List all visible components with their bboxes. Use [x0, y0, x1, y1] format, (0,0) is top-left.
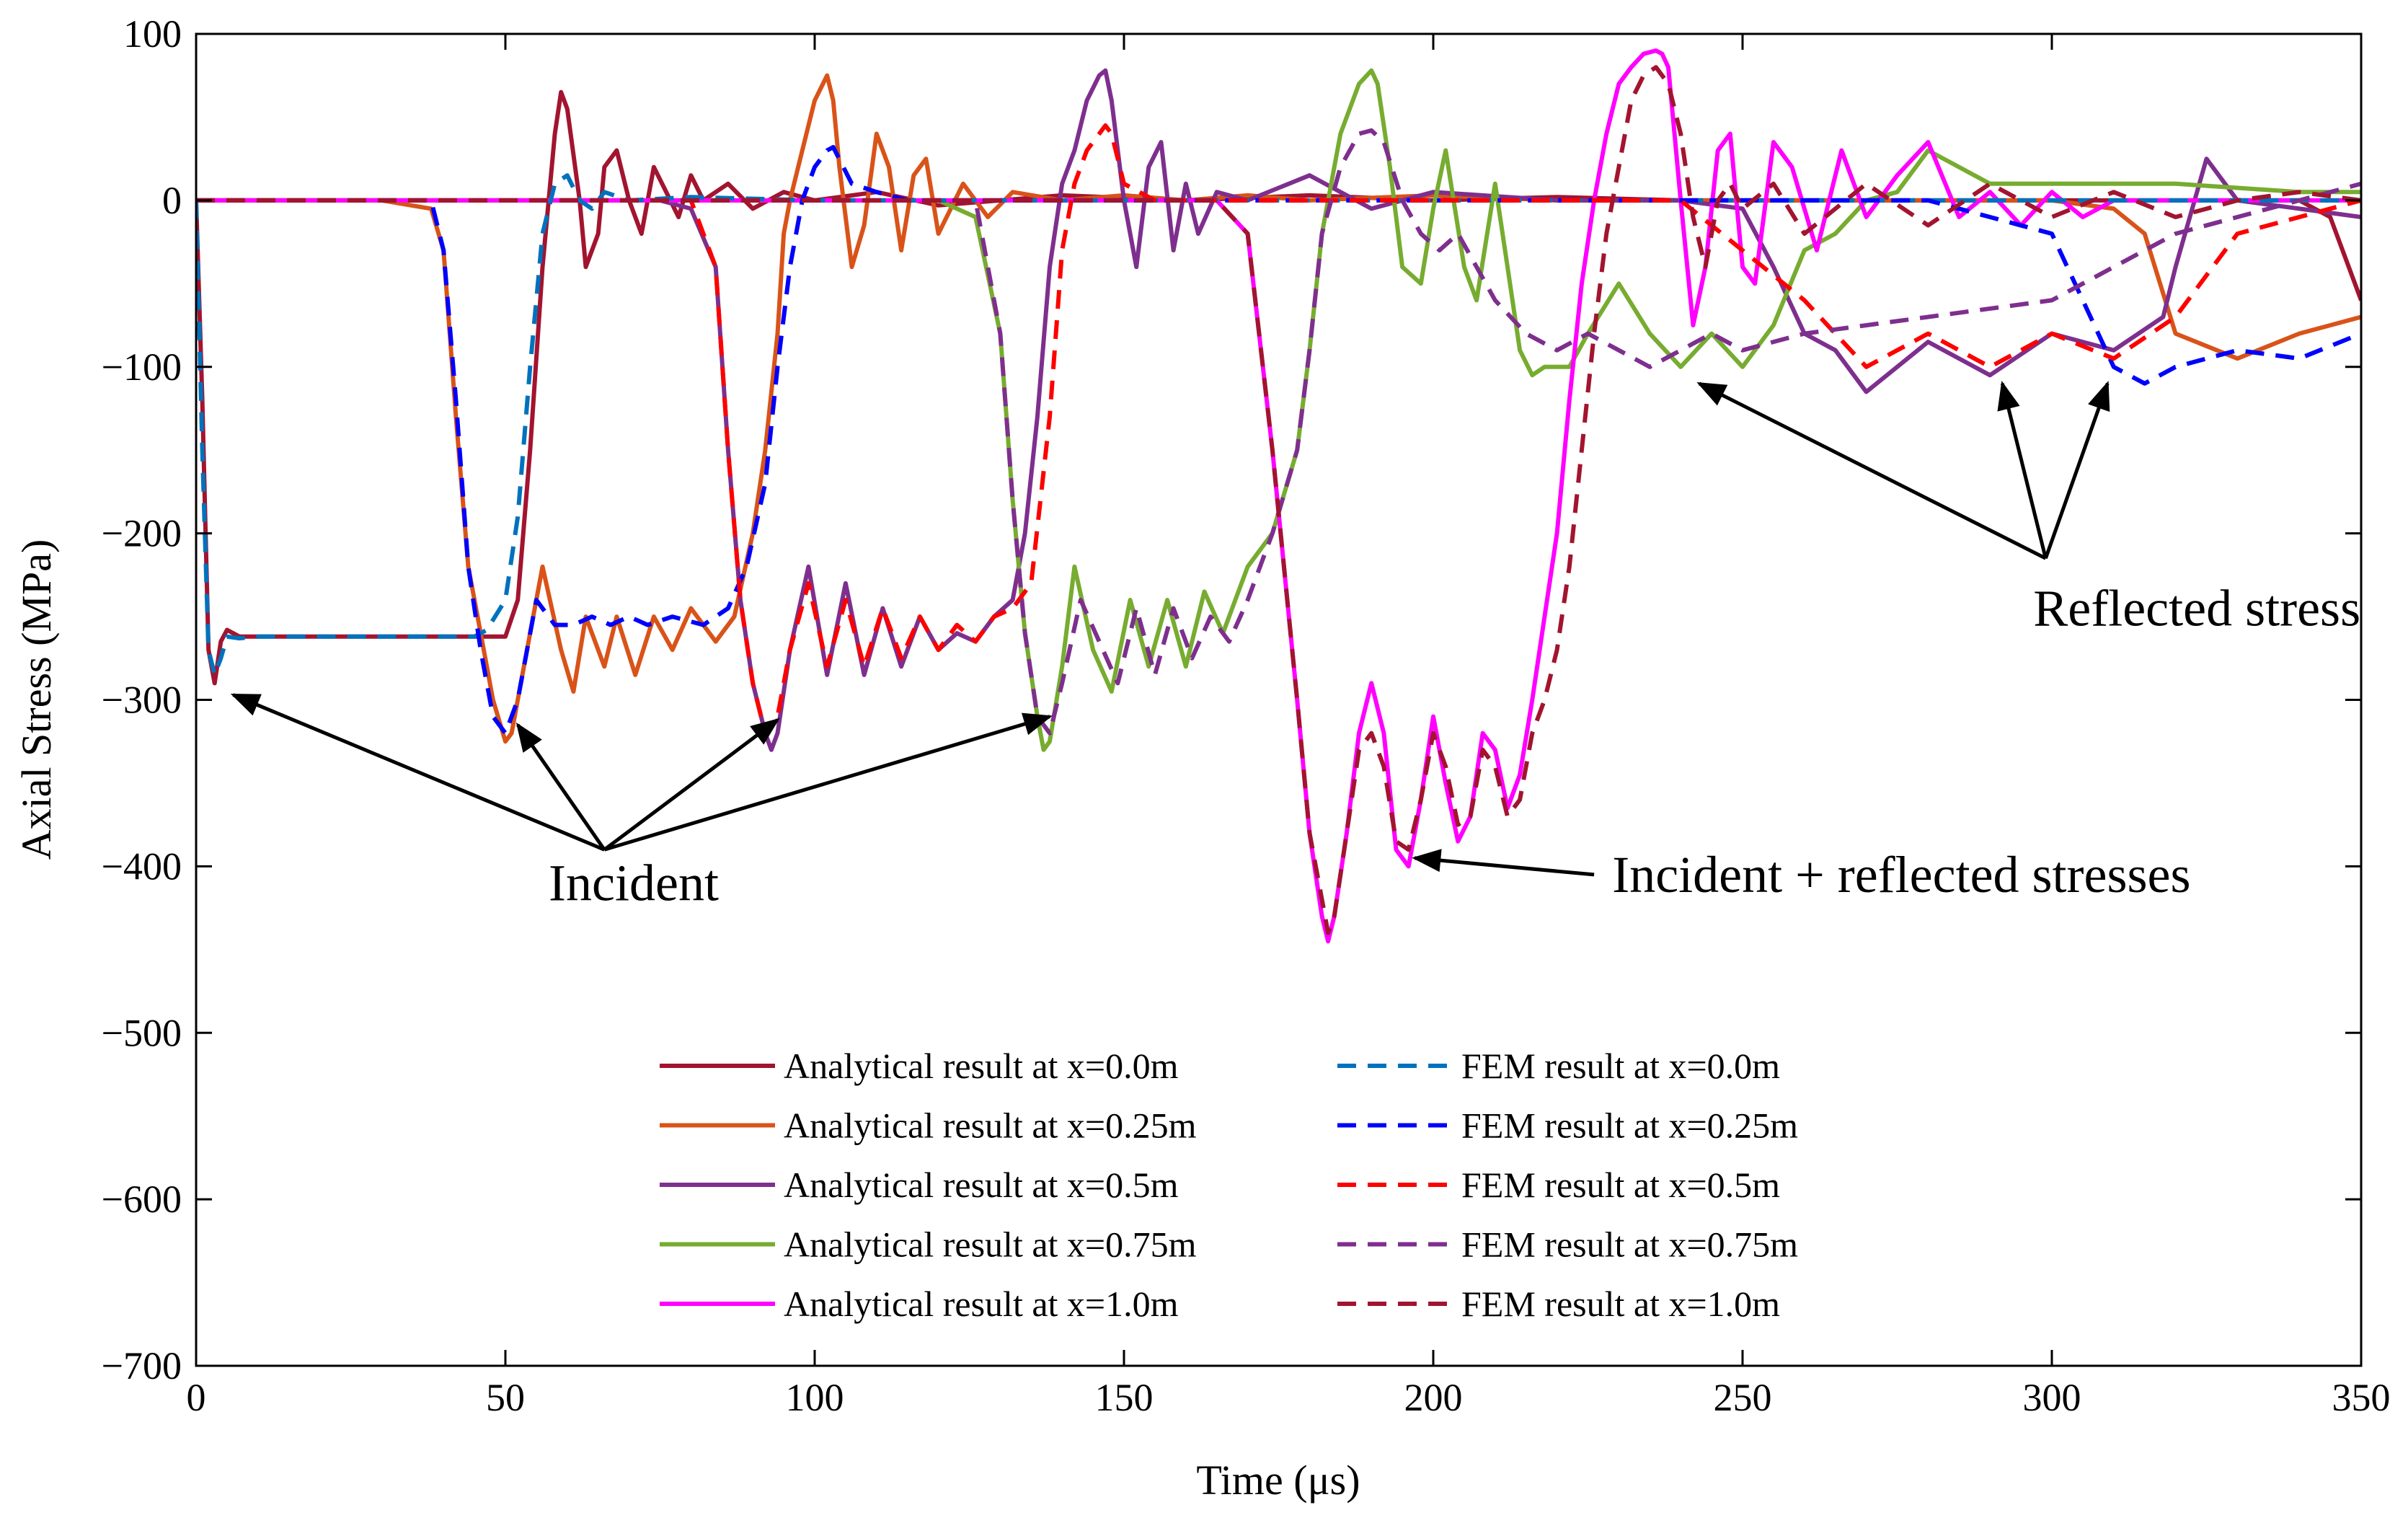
x-tick-label: 150 — [1095, 1376, 1154, 1419]
y-tick-label: −400 — [102, 844, 182, 888]
legend-label-analytical-result-at-x-0-5m: Analytical result at x=0.5m — [784, 1165, 1179, 1205]
annotation-arrow-reflected-stress — [2044, 381, 2110, 560]
annotation-arrow-incident — [603, 718, 780, 852]
legend-label-fem-result-at-x-0-5m: FEM result at x=0.5m — [1461, 1165, 1780, 1205]
legend-label-fem-result-at-x-0-0m: FEM result at x=0.0m — [1461, 1046, 1780, 1086]
series-line-analytical-result-at-x-0-25m — [196, 73, 2361, 744]
y-tick-label: −500 — [102, 1011, 182, 1054]
series-lines — [196, 48, 2361, 944]
legend-label-analytical-result-at-x-0-75m: Analytical result at x=0.75m — [784, 1224, 1197, 1265]
legend: Analytical result at x=0.0m Analytical re… — [660, 1046, 1798, 1324]
axis-ticks: 0 50 100 150 200 250 300 350 100 0 −100 −200 −300 −40… — [102, 12, 2391, 1419]
legend-label-analytical-result-at-x-0-25m: Analytical result at x=0.25m — [784, 1105, 1197, 1146]
legend-label-analytical-result-at-x-1-0m: Analytical result at x=1.0m — [784, 1284, 1179, 1324]
annotation-incident: Incident — [549, 854, 719, 911]
series-line-fem-result-at-x-0-75m — [196, 128, 2361, 736]
x-tick-label: 250 — [1714, 1376, 1772, 1419]
y-tick-label: −200 — [102, 512, 182, 555]
annotation-arrow-incident-reflected-stresses — [1412, 849, 1595, 877]
legend-label-fem-result-at-x-0-25m: FEM result at x=0.25m — [1461, 1105, 1798, 1146]
y-tick-label: −600 — [102, 1178, 182, 1221]
series-line-analytical-result-at-x-1-0m — [196, 48, 2361, 944]
annotations: Incident Incident + reflected stresses Ref… — [230, 380, 2360, 911]
annotation-arrow-incident — [230, 693, 606, 852]
legend-label-fem-result-at-x-1-0m: FEM result at x=1.0m — [1461, 1284, 1780, 1324]
plot-area-frame — [195, 32, 2363, 1367]
series-line-fem-result-at-x-0-25m — [196, 145, 2361, 736]
series-line-fem-result-at-x-0-5m — [196, 123, 2361, 736]
annotation-arrow-incident — [515, 722, 606, 851]
series-line-fem-result-at-x-0-0m — [196, 173, 2361, 677]
x-tick-label: 300 — [2023, 1376, 2081, 1419]
y-tick-label: −700 — [102, 1344, 182, 1387]
annotation-arrow-incident — [603, 712, 1053, 852]
legend-label-analytical-result-at-x-0-0m: Analytical result at x=0.0m — [784, 1046, 1179, 1086]
series-line-analytical-result-at-x-0-5m — [196, 68, 2361, 752]
annotation-arrow-reflected-stress — [1696, 381, 2047, 560]
series-line-analytical-result-at-x-0-75m — [196, 68, 2361, 752]
y-tick-label: −300 — [102, 679, 182, 722]
x-axis-label: Time (μs) — [1196, 1457, 1360, 1504]
x-tick-label: 0 — [187, 1376, 206, 1419]
y-axis-label: Axial Stress (MPa) — [13, 539, 60, 860]
y-tick-label: 100 — [123, 12, 182, 56]
series-line-fem-result-at-x-1-0m — [196, 65, 2361, 935]
annotation-arrow-reflected-stress — [1997, 380, 2048, 559]
annotation-incident-reflected-stresses: Incident + reflected stresses — [1612, 846, 2190, 904]
annotation-reflected-stress: Reflected stress — [2033, 580, 2360, 637]
x-tick-label: 50 — [486, 1376, 525, 1419]
x-tick-label: 100 — [786, 1376, 844, 1419]
y-tick-label: −100 — [102, 345, 182, 389]
y-tick-label: 0 — [162, 179, 182, 222]
x-tick-label: 200 — [1404, 1376, 1463, 1419]
legend-label-fem-result-at-x-0-75m: FEM result at x=0.75m — [1461, 1224, 1798, 1265]
x-tick-label: 350 — [2332, 1376, 2391, 1419]
